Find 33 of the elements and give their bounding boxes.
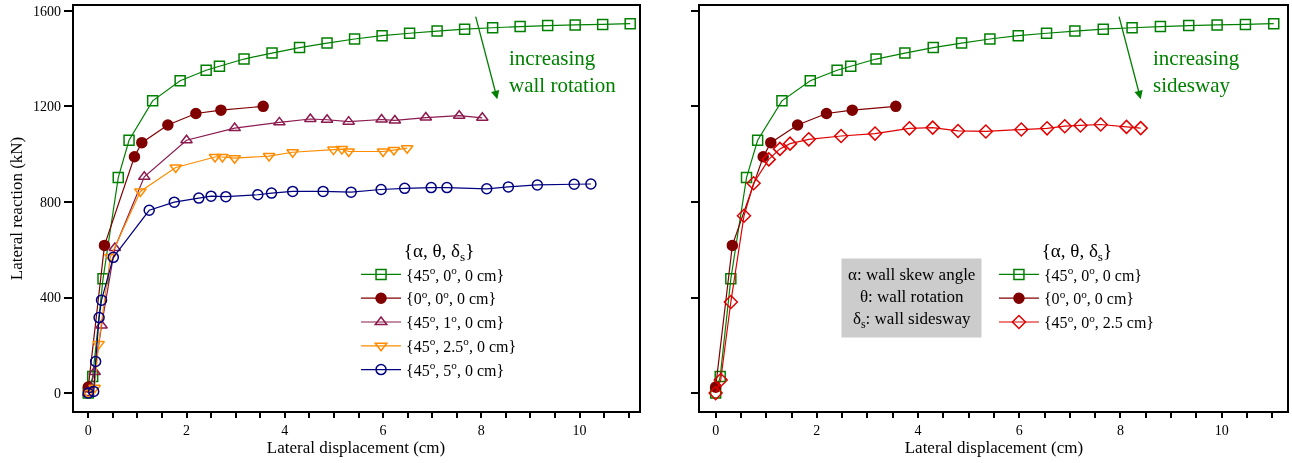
annotation: α: wall skew angle θ: wall rotation δ$_{s}$: wall sidesway — [848, 265, 976, 331]
legend-title: {α, θ, δ$_{s}$} — [1041, 240, 1113, 265]
x-axis-title: Lateral displacement (cm) — [904, 437, 1084, 457]
y-tick-label: 1600 — [32, 3, 61, 19]
y-tick-label: 0 — [53, 385, 61, 401]
y-tick-label: 1200 — [32, 99, 61, 115]
legend-label: {45$^{o}$, 0$^{o}$, 0 cm} — [406, 263, 505, 284]
annotation: increasing wall rotation — [509, 46, 617, 98]
x-tick-label: 2 — [813, 422, 821, 438]
x-axis-title: Lateral displacement (cm) — [266, 437, 446, 457]
x-tick-label: 2 — [183, 422, 191, 438]
x-tick-label: 4 — [914, 422, 922, 438]
legend-label: {45$^{o}$, 2.5$^{o}$, 0 cm} — [406, 335, 517, 356]
x-tick-label: 6 — [1015, 422, 1023, 438]
legend-label: {0$^{o}$, 0$^{o}$, 0 cm} — [1043, 287, 1135, 308]
legend-label: {45$^{o}$, 5$^{o}$, 0 cm} — [406, 359, 505, 379]
x-tick-label: 0 — [84, 422, 92, 438]
y-tick-label: 800 — [39, 194, 61, 210]
y-tick-label: 400 — [39, 290, 61, 306]
x-tick-label: 4 — [281, 422, 289, 438]
legend-title: {α, θ, δ$_{s}$} — [403, 240, 475, 265]
x-tick-label: 8 — [477, 422, 485, 438]
x-tick-label: 0 — [712, 422, 720, 438]
x-tick-label: 8 — [1116, 422, 1124, 438]
y-axis-title: Lateral reaction (kN) — [7, 136, 27, 281]
x-tick-label: 10 — [572, 422, 587, 438]
legend-label: {45$^{o}$, 1$^{o}$, 0 cm} — [406, 311, 505, 332]
x-tick-label: 6 — [379, 422, 387, 438]
x-tick-label: 10 — [1214, 422, 1229, 438]
annotation: increasing sidesway — [1153, 46, 1240, 98]
legend-label: {0$^{o}$, 0$^{o}$, 0 cm} — [406, 287, 497, 308]
legend-label: {45$^{o}$, 0$^{o}$, 0 cm} — [1043, 263, 1143, 284]
legend-label: {45$^{o}$, 0$^{o}$, 2.5 cm} — [1043, 311, 1155, 332]
